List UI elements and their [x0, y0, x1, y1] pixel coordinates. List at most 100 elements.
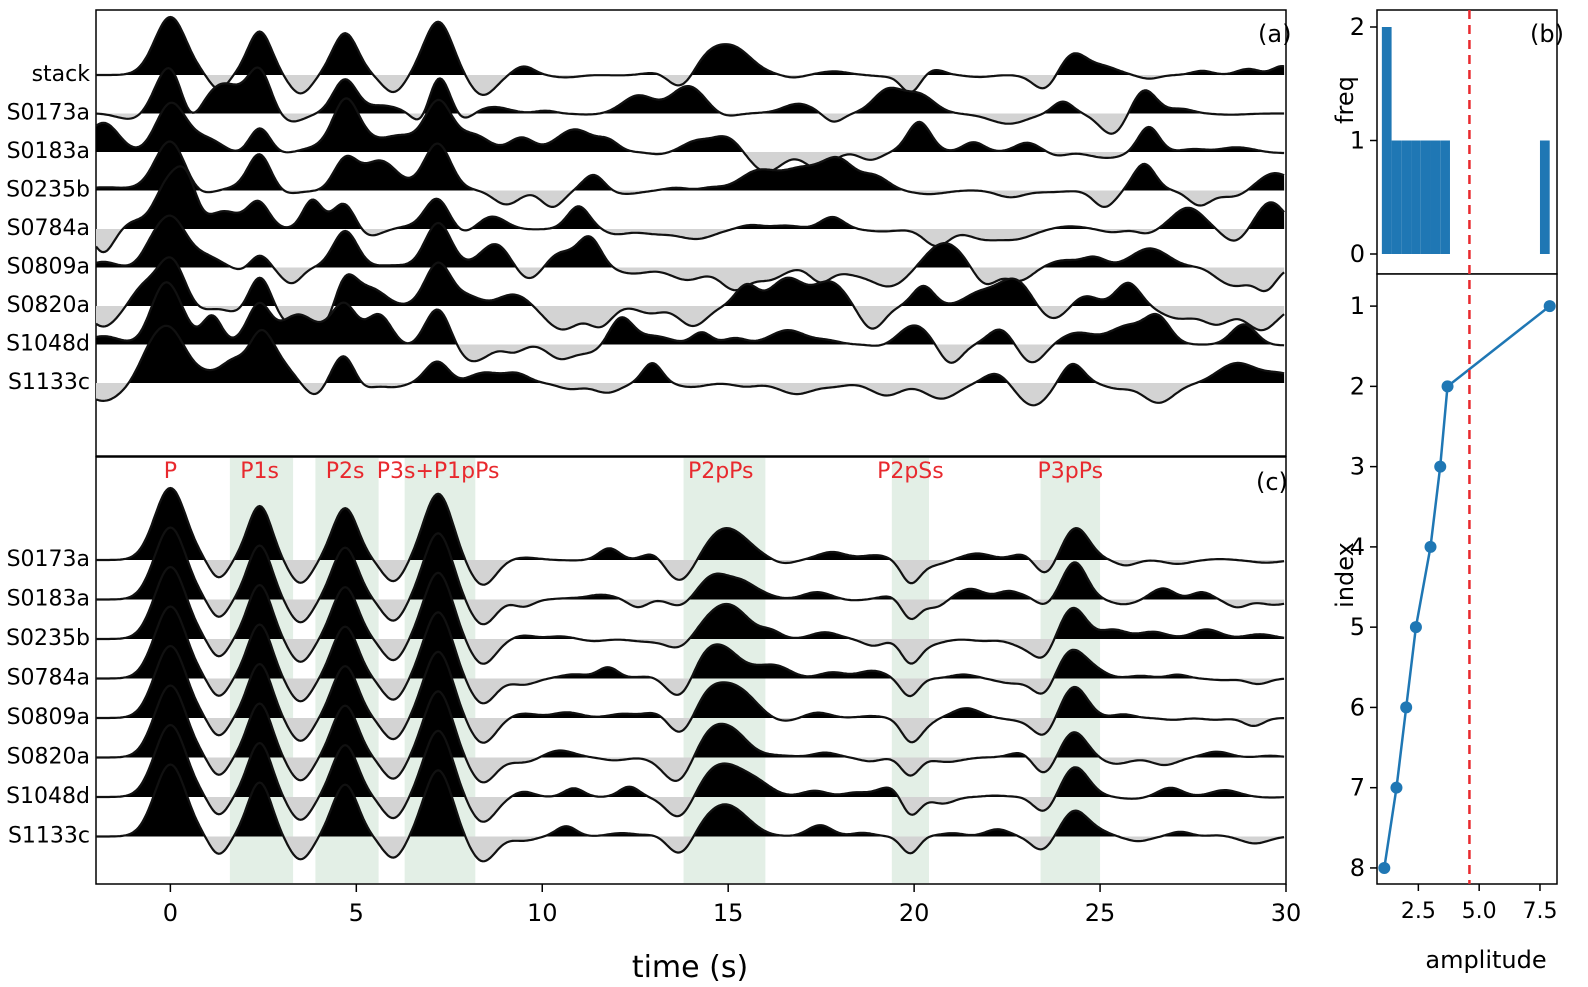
panel-b-histogram: 0 1 2 [1350, 9, 1558, 275]
trace-label: S0784a [7, 216, 90, 241]
trace-line [95, 66, 1285, 135]
trace-label: S0784a [7, 666, 90, 691]
trace-positive-fill [96, 141, 1285, 191]
x-tick-label: 25 [1085, 899, 1116, 927]
trace-line [96, 763, 1285, 863]
trace-line [96, 486, 1285, 586]
y-tick-label: 3 [1350, 453, 1365, 481]
trace-negative-fill [96, 718, 1285, 743]
trace-label: S0820a [7, 745, 90, 770]
trace-label: stack [32, 62, 91, 87]
panel-c-phases: S0173a S0183a S0235b S0784a S0809a S0820a S104… [6, 456, 1302, 927]
index-axis-label: index [1331, 542, 1359, 608]
panel-a-waveforms: stack S0173a S0183a S0235b S0784a S0809a S0820… [6, 9, 1287, 457]
trace-label: S0173a [7, 547, 90, 572]
trace-label: S1048d [6, 332, 90, 357]
phase-label: P [164, 459, 177, 484]
x-tick-label: 10 [527, 899, 558, 927]
phase-label: P1s [240, 459, 279, 484]
trace-negative-fill [96, 560, 1285, 585]
panel-b-tag: (b) [1530, 20, 1564, 48]
trace-label: S0809a [7, 705, 90, 730]
x-tick-label: 7.5 [1522, 899, 1557, 924]
trace-line [96, 526, 1285, 626]
trace-negative-fill [96, 639, 1285, 664]
trace-line [96, 565, 1285, 665]
amplitude-point [1434, 460, 1447, 473]
phase-label: P2pSs [877, 459, 944, 484]
x-tick-label: 5 [349, 899, 364, 927]
phase-window [891, 458, 929, 883]
trace-line [95, 140, 1285, 209]
x-tick-label: 5.0 [1462, 899, 1497, 924]
amplitude-line [1383, 305, 1551, 869]
trace-negative-fill [96, 306, 1285, 331]
trace-line [95, 281, 1285, 364]
trace-label: S0820a [7, 293, 90, 318]
trace-positive-fill [96, 67, 1285, 114]
trace-label: S1133c [8, 824, 90, 849]
x-tick-label: 15 [713, 899, 744, 927]
histogram-bar [1430, 140, 1441, 254]
trace-label: S0183a [7, 139, 90, 164]
histogram-bar [1381, 27, 1392, 254]
trace-positive-fill [96, 325, 1285, 383]
trace-negative-fill [96, 229, 1285, 253]
y-tick-label: 6 [1350, 693, 1365, 721]
trace-positive-fill [96, 527, 1285, 600]
trace-negative-fill [96, 383, 1285, 406]
trace-negative-fill [96, 797, 1285, 822]
histogram-bar [1391, 140, 1402, 254]
y-tick-label: 1 [1350, 127, 1365, 155]
phase-label: P2s [326, 459, 365, 484]
trace-line [95, 214, 1285, 293]
y-tick-label: 2 [1350, 372, 1365, 400]
panel-d-frame [1376, 273, 1558, 885]
trace-positive-fill [96, 215, 1285, 268]
panel-d-index-amplitude: 1 2 3 4 5 6 7 8 2.5 5.0 7.5 [1350, 10, 1558, 924]
trace-line [96, 644, 1285, 744]
y-tick-label: 1 [1350, 292, 1365, 320]
trace-label: S0235b [6, 626, 90, 651]
y-tick-label: 8 [1350, 854, 1365, 882]
trace-positive-fill [96, 257, 1285, 306]
trace-positive-fill [96, 282, 1285, 345]
amplitude-point [1378, 861, 1391, 874]
trace-positive-fill [96, 166, 1285, 229]
x-tick-label: 2.5 [1401, 899, 1436, 924]
trace-negative-fill [96, 599, 1285, 625]
trace-negative-fill [96, 678, 1285, 704]
histogram-bar [1539, 140, 1550, 254]
amplitude-axis-label: amplitude [1425, 946, 1546, 974]
y-tick-label: 5 [1350, 613, 1365, 641]
trace-line [95, 97, 1285, 173]
trace-label: S0183a [7, 587, 90, 612]
amplitude-point [1400, 701, 1413, 714]
amplitude-point [1409, 621, 1422, 634]
panel-c-tag: (c) [1256, 468, 1288, 496]
y-tick-label: 0 [1350, 240, 1365, 268]
histogram-bar [1401, 140, 1412, 254]
y-tick-label: 2 [1350, 13, 1365, 41]
amplitude-point [1441, 380, 1454, 393]
trace-negative-fill [96, 757, 1285, 783]
trace-line [95, 324, 1285, 407]
trace-label: S0235b [6, 178, 90, 203]
histogram-bar [1411, 140, 1421, 254]
histogram-bar [1440, 140, 1450, 254]
y-tick-label: 7 [1350, 774, 1365, 802]
trace-label: S0809a [7, 255, 90, 280]
trace-label: S1048d [6, 784, 90, 809]
time-axis-label: time (s) [632, 950, 748, 985]
amplitude-point [1424, 540, 1437, 553]
trace-line [96, 15, 1285, 97]
trace-positive-fill [96, 98, 1285, 152]
amplitude-point [1390, 781, 1403, 794]
panel-a-tag: (a) [1258, 20, 1291, 48]
trace-line [95, 165, 1285, 254]
x-tick-label: 30 [1271, 899, 1302, 927]
trace-label: S0173a [7, 101, 90, 126]
trace-label: S1133c [8, 370, 90, 395]
x-tick-label: 0 [163, 899, 178, 927]
